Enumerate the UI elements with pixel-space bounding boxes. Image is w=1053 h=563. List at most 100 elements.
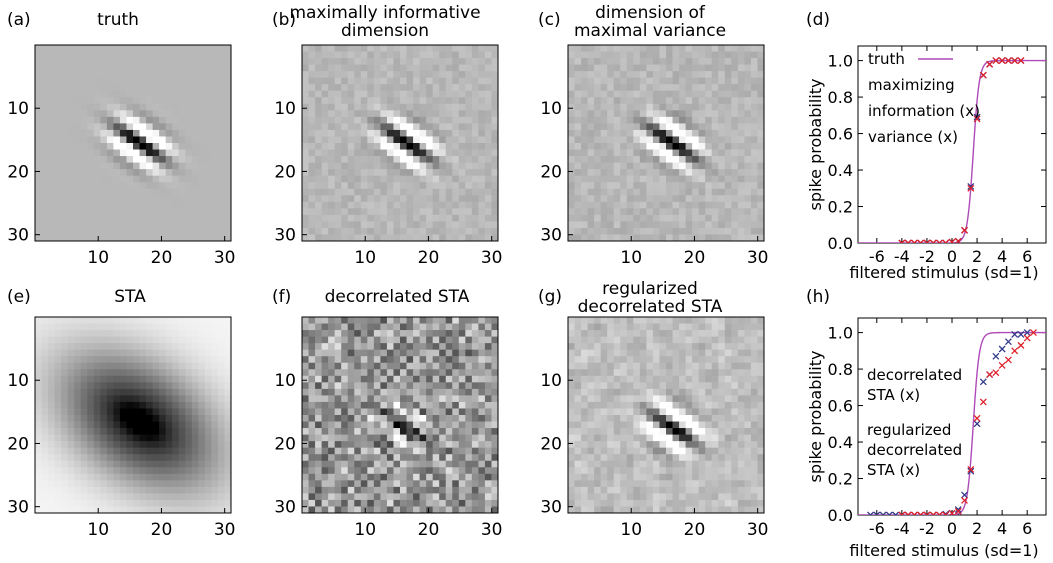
- heatmap-cell: [159, 71, 167, 79]
- heatmap-cell: [341, 343, 349, 351]
- heatmap-cell: [54, 388, 62, 396]
- heatmap-cell: [217, 234, 225, 242]
- heatmap-cell: [87, 336, 95, 344]
- heatmap-cell: [386, 506, 394, 514]
- heatmap-cell: [432, 460, 440, 468]
- heatmap-cell: [35, 369, 42, 377]
- heatmap-cell: [600, 388, 608, 396]
- heatmap-cell: [757, 323, 765, 331]
- heatmap-cell: [471, 195, 479, 203]
- heatmap-cell: [581, 356, 588, 364]
- heatmap-cell: [373, 51, 381, 59]
- heatmap-cell: [217, 356, 225, 364]
- heatmap-cell: [35, 227, 42, 235]
- heatmap-cell: [705, 362, 713, 370]
- heatmap-cell: [159, 129, 167, 137]
- heatmap-cell: [74, 408, 82, 416]
- heatmap-cell: [594, 208, 602, 216]
- heatmap-cell: [581, 169, 588, 177]
- heatmap-cell: [685, 195, 693, 203]
- heatmap-cell: [100, 71, 108, 79]
- heatmap-cell: [113, 123, 121, 131]
- heatmap-cell: [302, 388, 309, 396]
- heatmap-cell: [600, 71, 608, 79]
- heatmap-cell: [172, 195, 180, 203]
- heatmap-cell: [426, 116, 434, 124]
- heatmap-cell: [80, 214, 88, 222]
- heatmap-cell: [315, 356, 322, 364]
- heatmap-cell: [445, 136, 453, 144]
- heatmap-cell: [471, 149, 479, 157]
- heatmap-cell: [139, 375, 147, 383]
- heatmap-cell: [478, 421, 486, 429]
- heatmap-cell: [491, 506, 499, 514]
- heatmap-cell: [737, 182, 745, 190]
- heatmap-cell: [458, 401, 466, 409]
- heatmap-cell: [308, 323, 316, 331]
- heatmap-cell: [432, 103, 440, 111]
- heatmap-cell: [458, 415, 466, 422]
- heatmap-cell: [211, 506, 219, 514]
- heatmap-cell: [106, 71, 114, 79]
- heatmap-cell: [67, 467, 75, 475]
- heatmap-cell: [452, 97, 460, 105]
- heatmap-cell: [666, 330, 673, 337]
- heatmap-cell: [465, 116, 473, 124]
- heatmap-cell: [48, 175, 55, 183]
- heatmap-cell: [393, 234, 401, 242]
- heatmap-cell: [757, 129, 765, 137]
- heatmap-cell: [666, 227, 673, 235]
- heatmap-cell: [315, 71, 322, 79]
- heatmap-cell: [334, 136, 342, 144]
- heatmap-cell: [406, 382, 414, 390]
- heatmap-cell: [308, 51, 316, 59]
- heatmap-cell: [633, 103, 641, 111]
- heatmap-cell: [119, 227, 127, 235]
- heatmap-cell: [452, 493, 460, 501]
- heatmap-cell: [211, 395, 219, 403]
- heatmap-cell: [711, 317, 719, 324]
- heatmap-cell: [224, 58, 232, 65]
- heatmap-cell: [119, 480, 127, 488]
- heatmap-cell: [607, 201, 615, 209]
- heatmap-cell: [74, 51, 82, 59]
- heatmap-cell: [659, 195, 667, 203]
- heatmap-cell: [172, 330, 180, 337]
- heatmap-cell: [198, 169, 206, 177]
- heatmap-cell: [321, 156, 329, 163]
- heatmap-cell: [354, 388, 362, 396]
- heatmap-cell: [373, 58, 381, 65]
- heatmap-cell: [172, 395, 180, 403]
- heatmap-cell: [692, 330, 700, 337]
- heatmap-cell: [61, 460, 69, 468]
- heatmap-cell: [491, 356, 499, 364]
- heatmap-cell: [302, 395, 309, 403]
- heatmap-cell: [639, 123, 647, 131]
- heatmap-cell: [672, 336, 680, 344]
- heatmap-cell: [302, 97, 309, 105]
- heatmap-cell: [574, 214, 582, 222]
- heatmap-cell: [61, 356, 69, 364]
- heatmap-cell: [458, 77, 466, 85]
- heatmap-cell: [217, 188, 225, 196]
- heatmap-cell: [484, 349, 492, 357]
- heatmap-cell: [367, 58, 375, 65]
- heatmap-cell: [126, 421, 134, 429]
- heatmap-cell: [698, 221, 706, 229]
- heatmap-cell: [119, 201, 127, 209]
- heatmap-cell: [439, 486, 447, 494]
- heatmap-cell: [581, 195, 588, 203]
- heatmap-cell: [639, 58, 647, 65]
- heatmap-cell: [491, 473, 499, 481]
- heatmap-cell: [380, 486, 388, 494]
- heatmap-cell: [574, 323, 582, 331]
- heatmap-cell: [484, 369, 492, 377]
- heatmap-cell: [705, 136, 713, 144]
- heatmap-cell: [211, 129, 219, 137]
- heatmap-cell: [172, 362, 180, 370]
- heatmap-cell: [419, 460, 427, 468]
- heatmap-cell: [191, 143, 199, 150]
- heatmap-cell: [165, 493, 173, 501]
- heatmap-cell: [41, 149, 49, 157]
